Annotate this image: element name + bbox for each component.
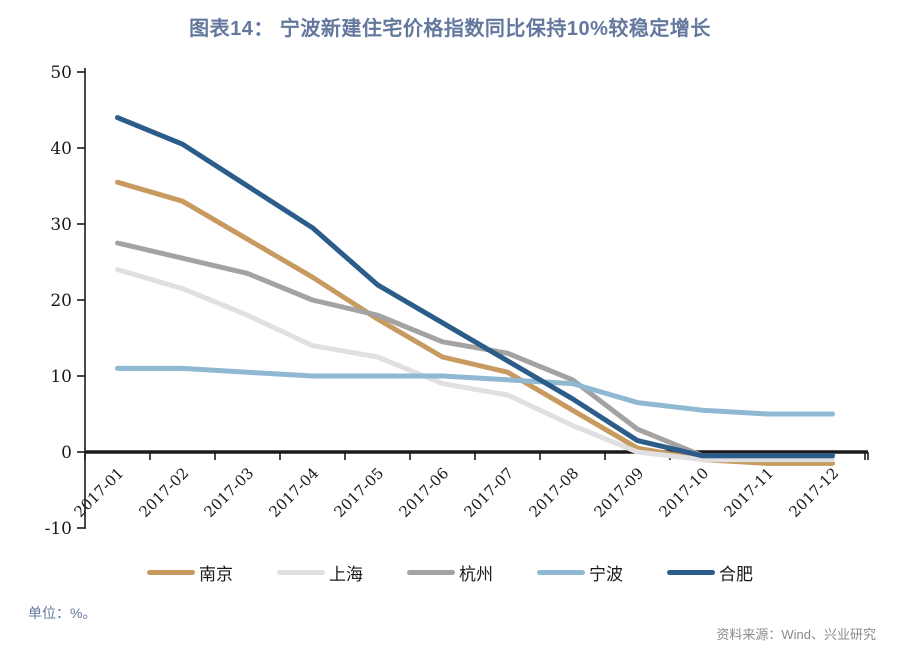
x-tick-label: 2017-07 xyxy=(461,464,518,521)
legend-label-hefei: 合肥 xyxy=(719,565,753,585)
x-tick-label: 2017-04 xyxy=(266,464,323,521)
legend-item-hefei: 合肥 xyxy=(667,560,753,585)
legend-label-hangzhou: 杭州 xyxy=(459,565,493,585)
x-tick-label: 2017-05 xyxy=(331,464,388,521)
legend-label-ningbo: 宁波 xyxy=(589,565,623,585)
chart-legend: 南京 上海 杭州 宁波 合肥 xyxy=(0,560,900,585)
y-tick-label: 30 xyxy=(50,215,72,235)
line-shanghai xyxy=(115,267,835,463)
legend-item-shanghai: 上海 xyxy=(277,560,363,585)
y-tick-label: 20 xyxy=(50,291,72,311)
line-ningbo xyxy=(115,365,835,417)
legend-swatch-ningbo xyxy=(537,570,585,575)
x-tick-label: 2017-12 xyxy=(786,464,843,521)
legend-swatch-nanjing xyxy=(147,570,195,575)
legend-item-nanjing: 南京 xyxy=(147,560,233,585)
unit-note: 单位：%。 xyxy=(28,605,97,621)
chart-title: 图表14： 宁波新建住宅价格指数同比保持10%较稳定增长 xyxy=(189,18,711,40)
y-tick-label: 40 xyxy=(50,139,72,159)
legend-item-hangzhou: 杭州 xyxy=(407,560,493,585)
line-hangzhou xyxy=(115,240,835,459)
x-tick-label: 2017-10 xyxy=(656,464,713,521)
y-tick-label: 50 xyxy=(50,63,72,83)
x-tick-label: 2017-01 xyxy=(71,464,128,521)
line-nanjing xyxy=(115,179,835,466)
y-tick-label: 10 xyxy=(50,367,72,387)
legend-swatch-hangzhou xyxy=(407,570,455,575)
x-tick-label: 2017-08 xyxy=(526,464,583,521)
legend-swatch-shanghai xyxy=(277,570,325,575)
x-tick-label: 2017-06 xyxy=(396,464,453,521)
legend-item-ningbo: 宁波 xyxy=(537,560,623,585)
line-hefei xyxy=(115,115,835,459)
x-tick-label: 2017-11 xyxy=(721,464,778,521)
legend-label-shanghai: 上海 xyxy=(329,565,363,585)
x-tick-label: 2017-09 xyxy=(591,464,648,521)
x-tick-label: 2017-02 xyxy=(136,464,193,521)
legend-swatch-hefei xyxy=(667,570,715,575)
series-lines xyxy=(115,115,835,466)
source-note: 资料来源：Wind、兴业研究 xyxy=(716,627,876,642)
y-tick-label: -10 xyxy=(45,519,72,539)
y-tick-label: 0 xyxy=(61,443,72,463)
y-axis: 50 40 30 20 10 0 -10 xyxy=(45,63,86,539)
legend-label-nanjing: 南京 xyxy=(199,565,233,585)
x-tick-label: 2017-03 xyxy=(201,464,258,521)
